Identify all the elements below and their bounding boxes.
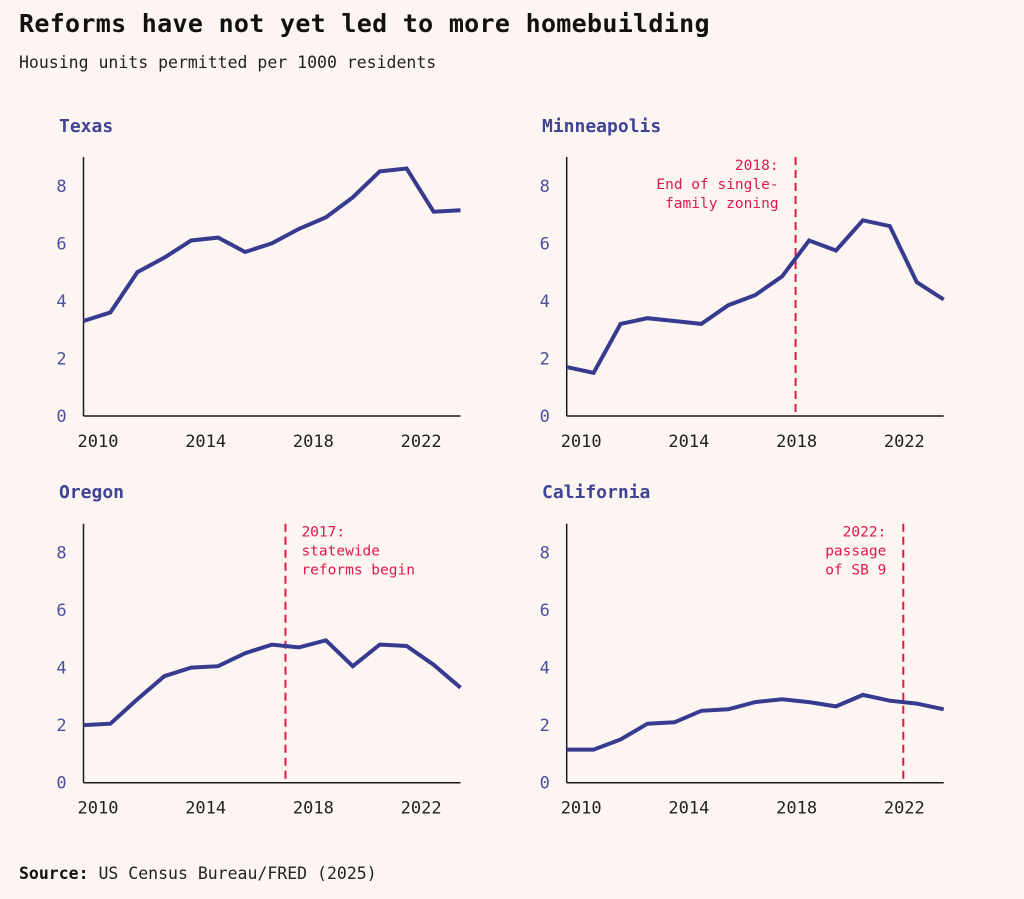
annotation-text: family zoning (665, 196, 779, 212)
y-tick-label: 2 (56, 349, 66, 369)
panel-title: Minneapolis (542, 116, 661, 137)
y-tick-label: 4 (540, 292, 550, 312)
annotation-text: reforms begin (301, 563, 415, 579)
y-tick-label: 6 (56, 234, 66, 254)
x-tick-label: 2014 (185, 432, 226, 452)
annotation-text: statewide (301, 544, 380, 560)
panel-california: California 0 2 4 6 8 2010 2014 2018 2022 2022: pass… (540, 482, 945, 819)
chart-subtitle: Housing units permitted per 1000 residen… (19, 53, 437, 72)
y-tick-label: 2 (540, 349, 550, 369)
annotation-text: of SB 9 (825, 563, 886, 579)
series-line-oregon (83, 638, 462, 728)
x-tick-label: 2018 (293, 432, 334, 452)
y-tick-label: 0 (56, 407, 66, 427)
x-tick-label: 2018 (293, 799, 334, 819)
x-tick-label: 2010 (561, 799, 602, 819)
y-tick-label: 0 (540, 774, 550, 794)
panel-oregon: Oregon 0 2 4 6 8 2010 2014 2018 2022 2017: statewid… (56, 482, 462, 819)
y-tick-label: 4 (56, 292, 66, 312)
y-tick-label: 8 (540, 177, 550, 197)
annotation-text: passage (825, 544, 886, 560)
source-label: Source: (19, 864, 89, 883)
x-tick-label: 2018 (776, 799, 817, 819)
x-tick-label: 2018 (776, 432, 817, 452)
x-tick-label: 2010 (77, 799, 118, 819)
annotation-text: 2017: (301, 525, 345, 541)
annotation-text: 2018: (735, 158, 779, 174)
chart-title: Reforms have not yet led to more homebui… (19, 9, 710, 38)
y-tick-label: 2 (540, 716, 550, 736)
x-tick-label: 2014 (185, 799, 226, 819)
panel-title: Texas (59, 116, 113, 137)
x-tick-label: 2010 (77, 432, 118, 452)
y-tick-label: 4 (540, 659, 550, 679)
y-tick-label: 0 (540, 407, 550, 427)
annotation-text: 2022: (843, 525, 887, 541)
series-line-texas (82, 166, 461, 323)
x-tick-label: 2022 (401, 799, 442, 819)
source-note: Source: US Census Bureau/FRED (2025) (19, 864, 377, 883)
y-tick-label: 6 (540, 601, 550, 621)
x-tick-label: 2022 (884, 799, 925, 819)
y-tick-label: 8 (56, 543, 66, 563)
y-tick-label: 8 (56, 177, 66, 197)
x-tick-label: 2022 (401, 432, 442, 452)
x-tick-label: 2022 (884, 432, 925, 452)
y-tick-label: 6 (56, 601, 66, 621)
y-tick-label: 4 (56, 659, 66, 679)
y-tick-label: 0 (56, 774, 66, 794)
x-tick-label: 2014 (668, 799, 709, 819)
series-line-california (566, 692, 945, 752)
y-tick-label: 6 (540, 234, 550, 254)
panel-minneapolis: Minneapolis 0 2 4 6 8 2010 2014 2018 2022 2018: End… (540, 116, 945, 452)
panel-title: California (542, 482, 650, 503)
annotation-text: End of single- (656, 177, 778, 193)
panel-texas: Texas 0 2 4 6 8 2010 2014 2018 2022 (56, 116, 461, 452)
y-tick-label: 2 (56, 716, 66, 736)
x-tick-label: 2014 (668, 432, 709, 452)
series-line-minneapolis (566, 218, 945, 376)
x-tick-label: 2010 (561, 432, 602, 452)
source-text: US Census Bureau/FRED (2025) (88, 864, 377, 883)
panel-title: Oregon (59, 482, 124, 503)
y-tick-label: 8 (540, 543, 550, 563)
